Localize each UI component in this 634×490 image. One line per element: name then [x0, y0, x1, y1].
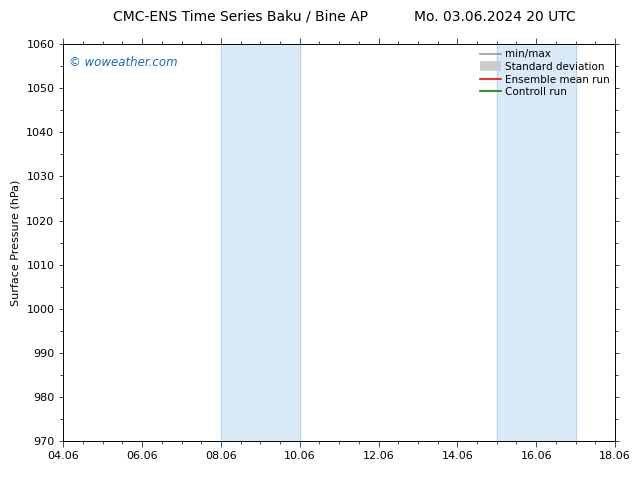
Text: © woweather.com: © woweather.com [69, 56, 178, 69]
Legend: min/max, Standard deviation, Ensemble mean run, Controll run: min/max, Standard deviation, Ensemble me… [477, 46, 613, 100]
Bar [497, 44, 576, 441]
Text: Mo. 03.06.2024 20 UTC: Mo. 03.06.2024 20 UTC [413, 10, 576, 24]
Y-axis label: Surface Pressure (hPa): Surface Pressure (hPa) [11, 179, 21, 306]
Bar [221, 44, 300, 441]
Text: CMC-ENS Time Series Baku / Bine AP: CMC-ENS Time Series Baku / Bine AP [113, 10, 368, 24]
